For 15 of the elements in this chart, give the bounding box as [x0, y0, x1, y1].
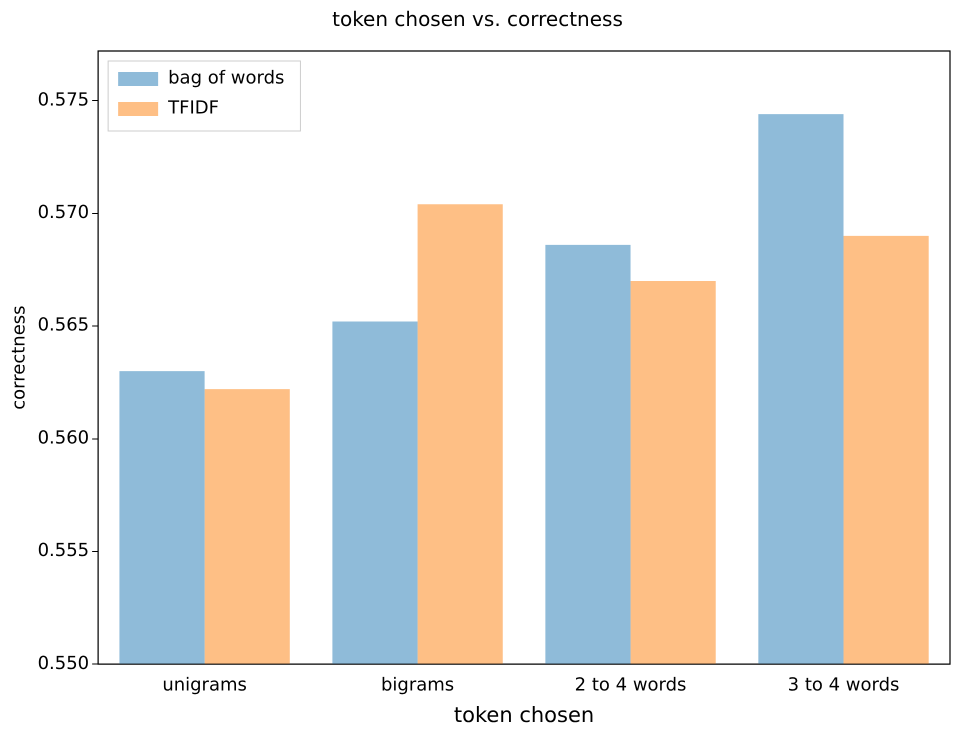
x-tick-label: 2 to 4 words — [574, 674, 686, 696]
legend-label: TFIDF — [167, 98, 220, 119]
y-tick-label: 0.575 — [38, 89, 90, 110]
x-tick-label: 3 to 4 words — [788, 674, 900, 696]
y-tick-label: 0.570 — [38, 202, 90, 223]
y-tick-label: 0.550 — [38, 652, 90, 674]
x-tick-label: bigrams — [380, 674, 454, 696]
x-tick-label: unigrams — [162, 674, 247, 696]
y-tick-label: 0.555 — [38, 540, 90, 562]
y-axis-title: correctness — [8, 305, 30, 410]
y-tick-label: 0.560 — [38, 427, 90, 448]
legend-label: bag of words — [168, 68, 284, 89]
chart-title: token chosen vs. correctness — [332, 7, 623, 32]
y-tick-label: 0.565 — [38, 314, 90, 336]
x-axis-title: token chosen — [454, 702, 594, 727]
